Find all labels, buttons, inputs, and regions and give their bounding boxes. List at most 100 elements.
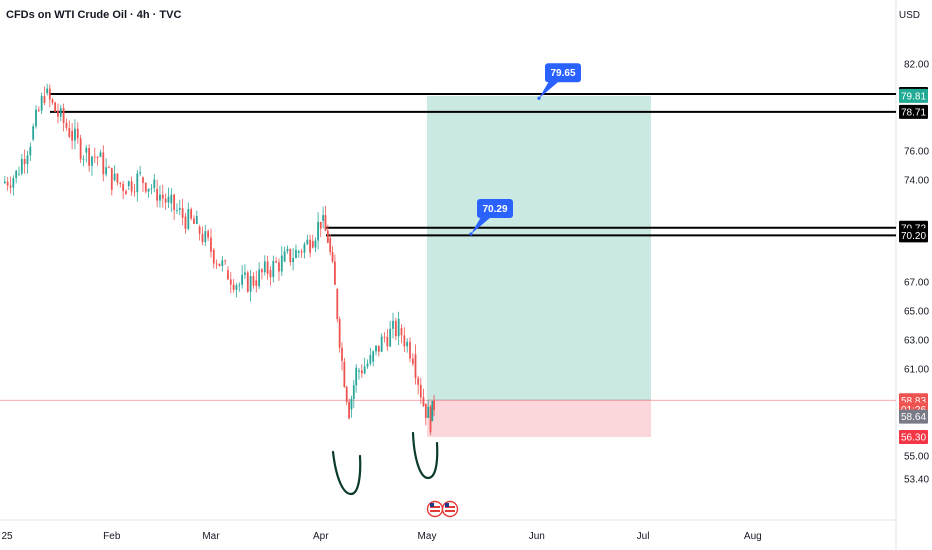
- flag-stripe-icon: [430, 506, 440, 508]
- candle: [26, 155, 29, 164]
- price-tag[interactable]: [899, 104, 928, 119]
- callout-pointer: [539, 81, 559, 99]
- price-tag[interactable]: [899, 88, 928, 103]
- candle: [190, 209, 193, 219]
- target-zone[interactable]: [427, 95, 651, 401]
- candle: [433, 400, 435, 410]
- candle: [369, 355, 372, 364]
- candle: [383, 336, 386, 338]
- price-tag-label: 78.71: [901, 107, 926, 118]
- candle: [275, 261, 278, 263]
- candle: [258, 269, 261, 287]
- candle: [167, 196, 170, 203]
- candle: [43, 96, 46, 103]
- bottom-curve-left[interactable]: [331, 450, 362, 496]
- candle: [238, 284, 241, 286]
- candle: [187, 209, 190, 229]
- candle: [201, 233, 204, 243]
- stop-zone[interactable]: [427, 400, 651, 437]
- candle: [181, 208, 184, 218]
- bottom-curve-right[interactable]: [411, 431, 439, 480]
- candle: [133, 191, 136, 193]
- candle: [79, 138, 82, 160]
- candle: [35, 109, 37, 127]
- candle: [414, 354, 417, 379]
- candle: [76, 128, 79, 139]
- candle: [122, 183, 125, 192]
- flag-stripe-icon: [430, 510, 440, 512]
- candle: [88, 147, 91, 166]
- time-tick-label: Apr: [313, 531, 329, 542]
- candle: [224, 260, 227, 262]
- candle: [198, 226, 201, 234]
- candle: [255, 280, 258, 287]
- candle: [91, 156, 93, 166]
- currency-label[interactable]: USD: [898, 10, 920, 21]
- candle: [389, 328, 392, 347]
- flag-stripe-icon: [445, 510, 455, 512]
- candle: [119, 182, 122, 184]
- candle: [252, 275, 255, 286]
- flag-canton-icon: [445, 503, 449, 507]
- candle: [380, 336, 383, 352]
- flag-canton-icon: [430, 503, 434, 507]
- candle: [108, 167, 110, 168]
- candle: [136, 173, 139, 193]
- callout-anchor: [537, 96, 541, 100]
- candle: [153, 179, 156, 188]
- price-tick-label: 63.00: [904, 335, 929, 346]
- flag-stripe-icon: [445, 506, 455, 508]
- candle: [150, 187, 153, 189]
- candle: [161, 194, 164, 199]
- candle: [266, 261, 269, 274]
- price-tick-label: 55.00: [904, 451, 929, 462]
- candle: [427, 406, 430, 418]
- candle: [184, 216, 187, 229]
- candle: [57, 110, 59, 117]
- candle: [319, 221, 322, 229]
- candle: [221, 260, 224, 266]
- price-tag-label: 58.83: [901, 396, 926, 407]
- price-tag[interactable]: [899, 430, 928, 444]
- candle: [29, 146, 32, 156]
- price-tag[interactable]: [899, 228, 928, 243]
- candle: [102, 152, 105, 175]
- candle: [246, 272, 249, 292]
- candle: [227, 270, 229, 280]
- event-icon[interactable]: [426, 500, 444, 518]
- candle: [210, 237, 212, 252]
- candle: [292, 258, 295, 263]
- price-tag[interactable]: [899, 409, 928, 424]
- candle: [269, 270, 272, 278]
- candle: [232, 284, 235, 290]
- candle: [429, 406, 432, 433]
- candle: [306, 239, 309, 245]
- candle: [366, 363, 369, 367]
- price-tick-label: 74.00: [904, 176, 929, 187]
- candle: [406, 341, 409, 347]
- candle: [334, 261, 336, 285]
- candle: [358, 370, 360, 372]
- callout-label: 70.29: [482, 204, 507, 215]
- candle: [295, 250, 297, 259]
- candle: [82, 159, 85, 161]
- candle: [336, 289, 339, 320]
- candle: [241, 274, 244, 285]
- candle: [244, 272, 246, 275]
- candle: [411, 358, 414, 364]
- callout-box[interactable]: [545, 63, 581, 83]
- candle: [280, 255, 283, 272]
- candle: [400, 328, 403, 336]
- candle: [193, 218, 195, 224]
- candle: [212, 249, 215, 264]
- event-icon[interactable]: [441, 500, 459, 518]
- candle: [249, 275, 252, 292]
- candle: [96, 157, 99, 158]
- candle: [419, 384, 422, 398]
- candle: [341, 347, 343, 361]
- callout-box[interactable]: [477, 199, 513, 219]
- chart-title: CFDs on WTI Crude Oil · 4h · TVC: [6, 9, 182, 21]
- candle: [46, 88, 49, 94]
- candle: [331, 252, 334, 262]
